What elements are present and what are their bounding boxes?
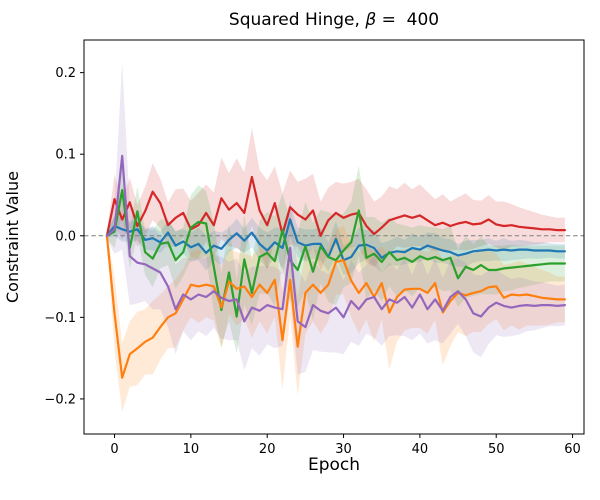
series-line-blue	[105, 218, 566, 262]
chart-title-value: = 400	[376, 10, 440, 30]
x-axis-label: Epoch	[307, 455, 361, 475]
chart-title: Squared Hinge, β = 400	[84, 10, 584, 30]
y-tick-label: 0.1	[55, 148, 76, 163]
series-line-orange	[105, 234, 566, 379]
x-tick-label: 50	[488, 442, 505, 457]
plot-border	[83, 39, 585, 435]
series-line-red	[105, 175, 566, 237]
series-band-red	[106, 128, 565, 275]
chart-title-text: Squared Hinge,	[228, 10, 366, 30]
y-tick-label: 0.2	[55, 66, 76, 81]
series-band-orange	[106, 226, 565, 412]
x-tick-label: 10	[183, 442, 200, 457]
series-line-purple	[105, 154, 566, 329]
x-tick-label: 60	[564, 442, 581, 457]
x-tick-label: 20	[259, 442, 276, 457]
x-tick-label: 30	[335, 442, 352, 457]
y-axis-label: Constraint Value	[3, 171, 22, 303]
x-tick-label: 40	[412, 442, 429, 457]
beta-symbol: β	[365, 10, 377, 30]
y-tick-label: −0.2	[44, 392, 76, 407]
x-tick-label: 0	[110, 442, 118, 457]
y-tick-label: 0.0	[55, 229, 76, 244]
series-line-green	[105, 189, 566, 318]
y-tick-label: −0.1	[44, 311, 76, 326]
